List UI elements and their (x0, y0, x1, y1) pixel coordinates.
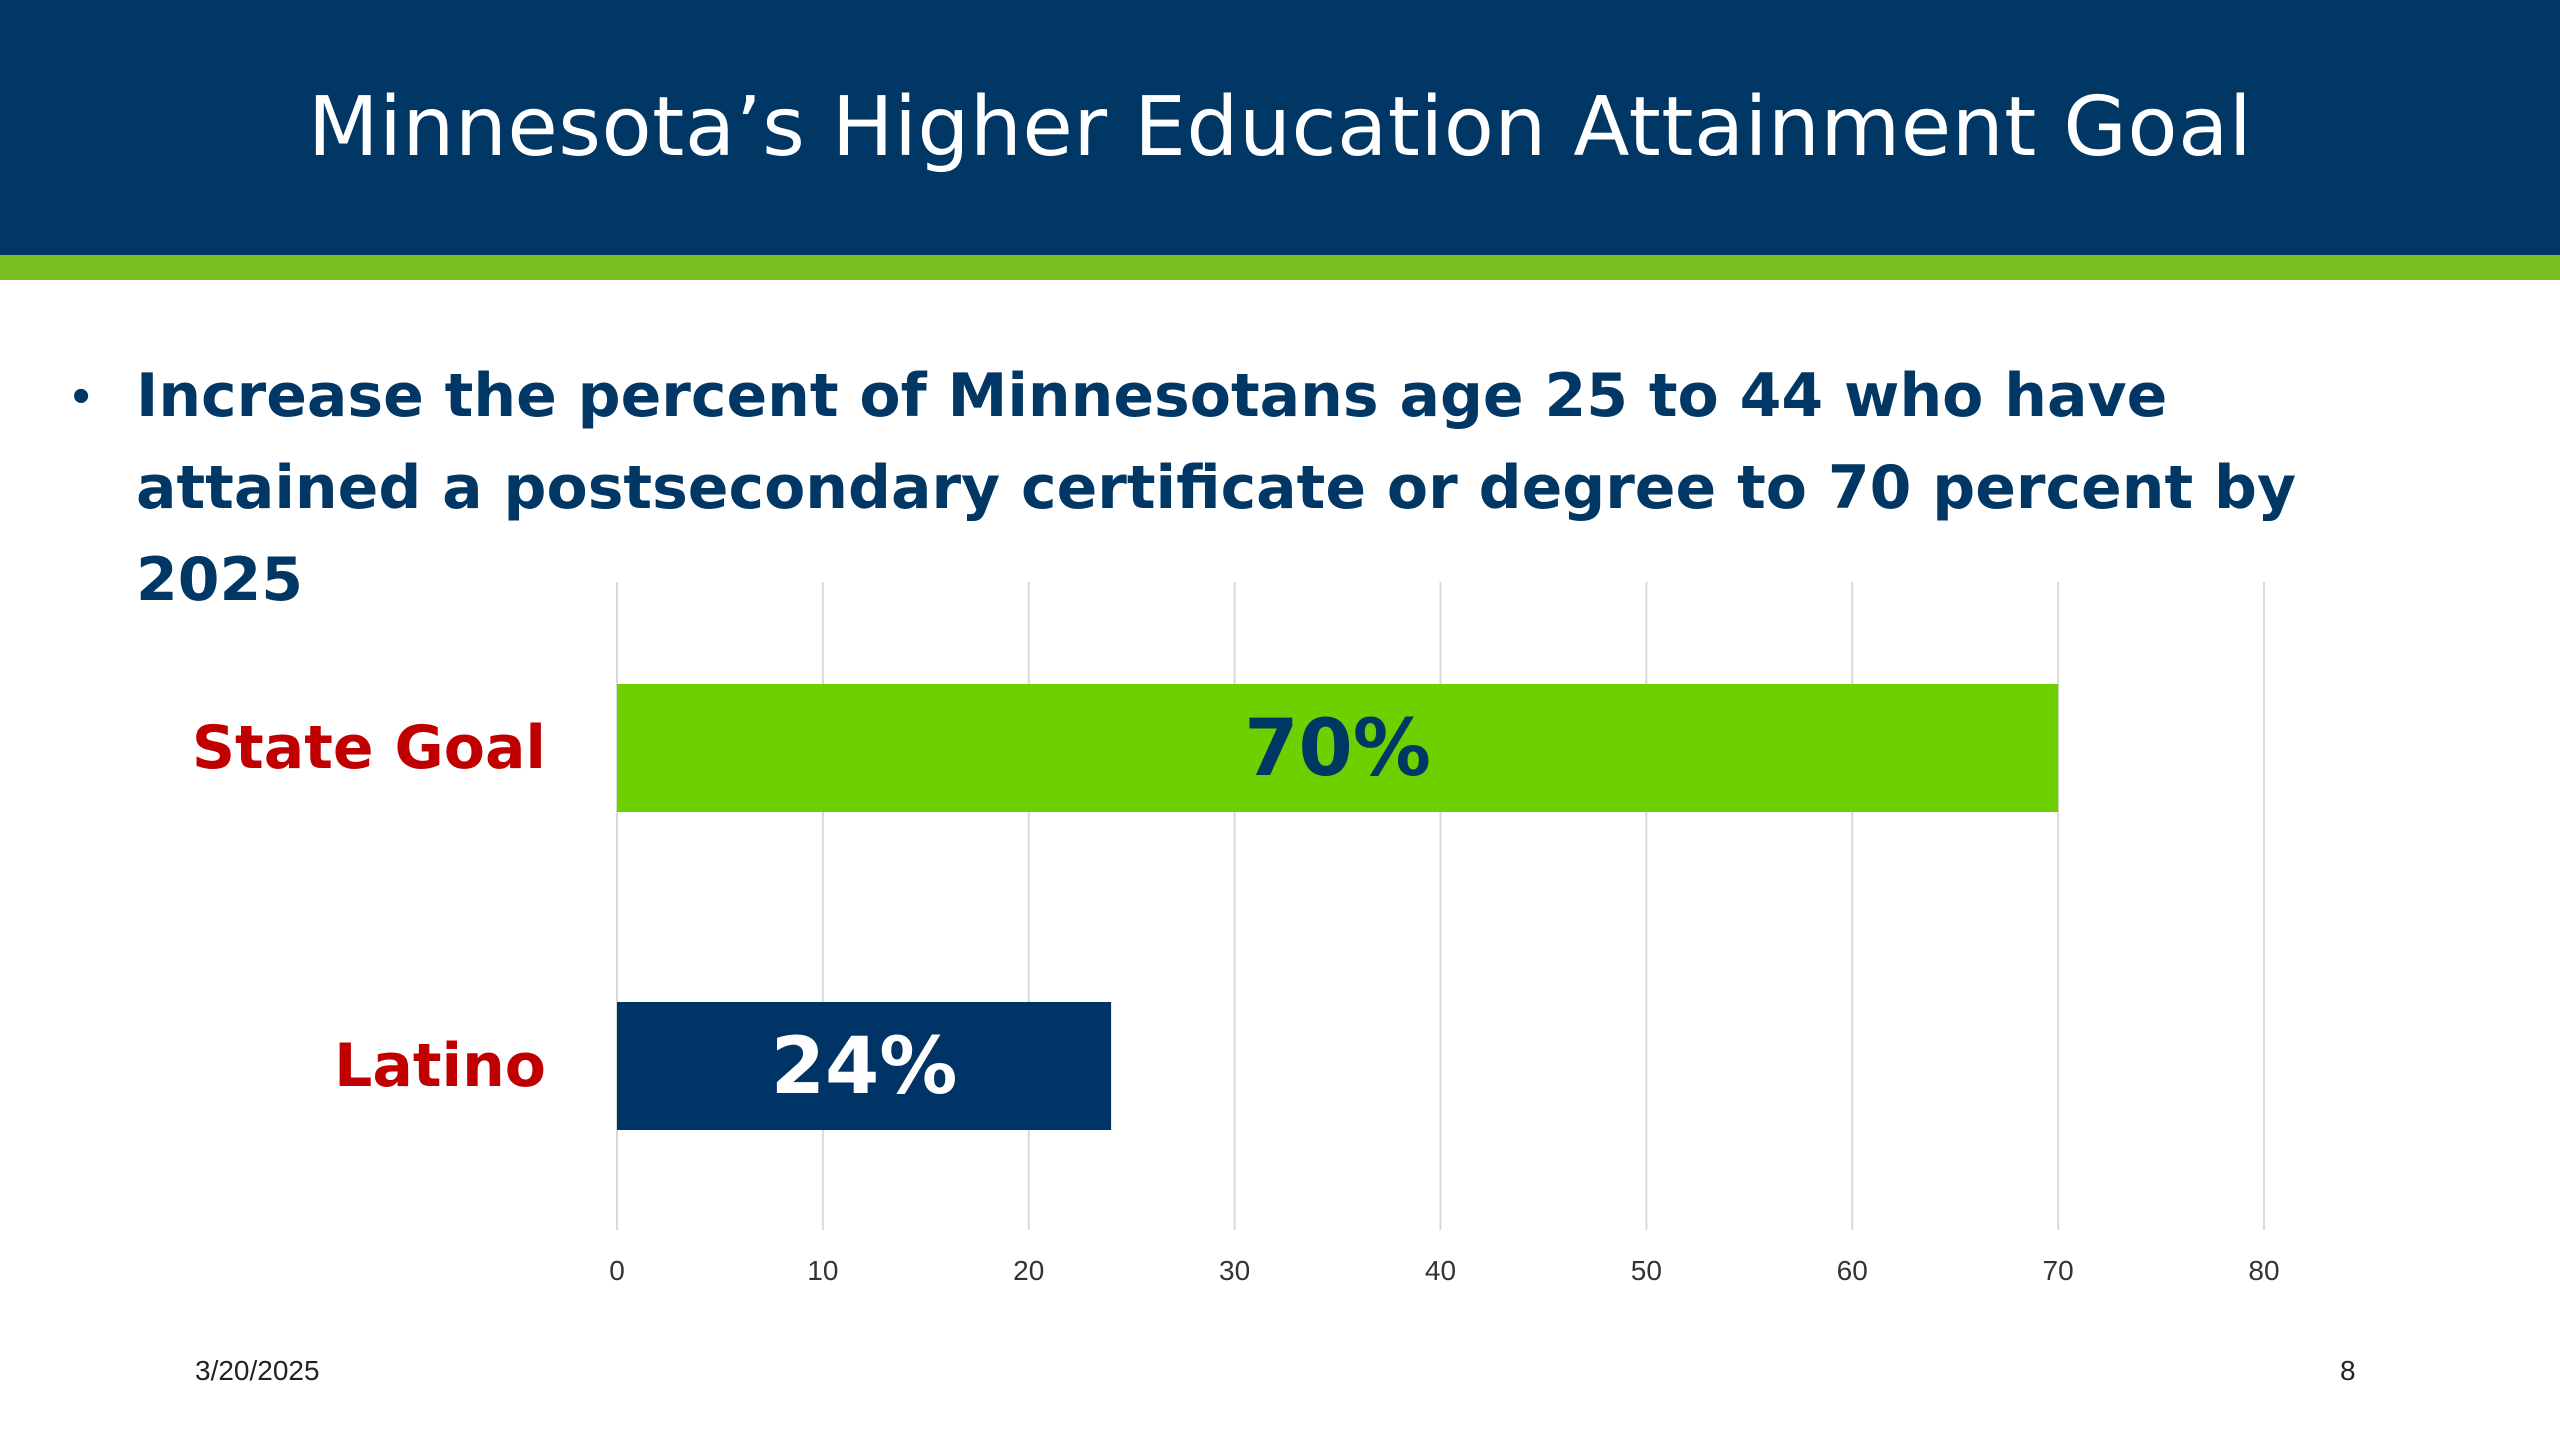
x-axis-ticks: 0 10 20 30 40 50 60 70 80 (609, 1255, 2279, 1286)
x-tick-label-10: 10 (807, 1255, 838, 1286)
x-tick-label-50: 50 (1631, 1255, 1662, 1286)
slide-title: Minnesota’s Higher Education Attainment … (307, 80, 2253, 175)
slide-date: 3/20/2025 (195, 1355, 320, 1386)
x-tick-label-70: 70 (2043, 1255, 2074, 1286)
x-tick-label-0: 0 (609, 1255, 625, 1286)
slide-header: Minnesota’s Higher Education Attainment … (0, 0, 2560, 255)
data-label-state-goal: 70% (1244, 704, 1431, 794)
x-tick-label-20: 20 (1013, 1255, 1044, 1286)
x-tick-label-30: 30 (1219, 1255, 1250, 1286)
gridlines (616, 582, 2265, 1230)
category-label-state-goal: State Goal (192, 713, 546, 783)
data-label-latino: 24% (771, 1022, 958, 1112)
bullet-point: • Increase the percent of Minnesotans ag… (72, 350, 2402, 626)
bullet-text: Increase the percent of Minnesotans age … (136, 361, 2297, 615)
category-labels: State Goal Latino (192, 713, 546, 1101)
x-tick-label-40: 40 (1425, 1255, 1456, 1286)
x-tick-label-80: 80 (2248, 1255, 2279, 1286)
category-label-latino: Latino (334, 1031, 546, 1101)
bullet-dot-icon: • (72, 367, 91, 425)
page-number: 8 (2340, 1355, 2356, 1386)
bars: 70% 24% (617, 684, 2059, 1130)
bar-state-goal (617, 684, 2059, 812)
x-tick-label-60: 60 (1837, 1255, 1868, 1286)
accent-band (0, 255, 2560, 280)
bar-latino (617, 1002, 1112, 1130)
